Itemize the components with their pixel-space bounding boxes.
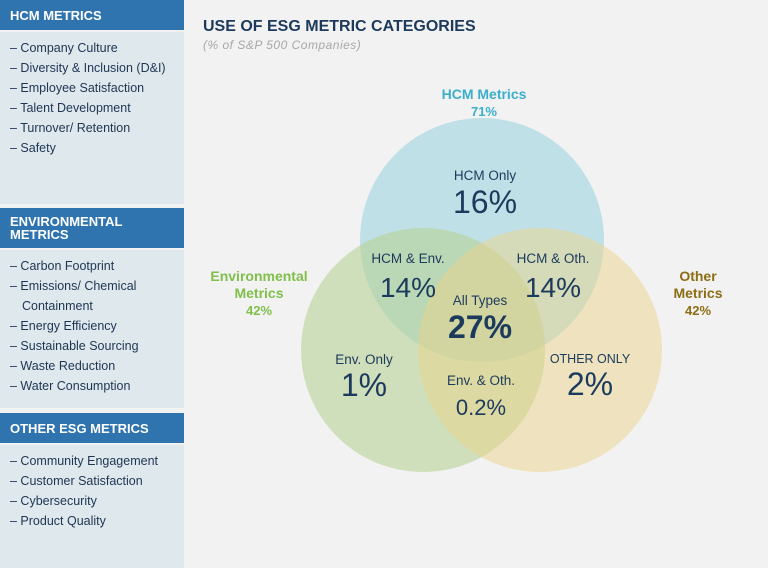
list-item: – Safety — [10, 141, 56, 155]
chart-subtitle: (% of S&P 500 Companies) — [203, 38, 362, 52]
list-item: – Waste Reduction — [10, 359, 116, 373]
region-env-other: Env. & Oth. 0.2% — [446, 373, 516, 420]
region-env-only: Env. Only 1% — [335, 352, 393, 403]
region-other-only: OTHER ONLY 2% — [549, 352, 631, 402]
section-header-environmental: ENVIRONMENTAL METRICS — [0, 208, 184, 248]
list-item: – Diversity & Inclusion (D&I) — [10, 61, 166, 75]
list-item: – Energy Efficiency — [10, 319, 117, 333]
venn-diagram — [301, 118, 662, 472]
section-list-environmental: – Carbon Footprint – Emissions/ Chemical… — [0, 250, 184, 408]
list-item: – Turnover/ Retention — [10, 121, 131, 135]
section-header-other: OTHER ESG METRICS — [0, 413, 184, 443]
section-header-hcm: HCM METRICS — [0, 0, 184, 30]
section-list-other: – Community Engagement – Customer Satisf… — [0, 445, 184, 568]
list-item: – Customer Satisfaction — [10, 474, 143, 488]
other-circle — [418, 228, 662, 472]
region-all-types: All Types 27% — [447, 293, 513, 345]
sidebar: HCM METRICS – Company Culture – Diversit… — [0, 0, 184, 568]
region-hcm-only: HCM Only 16% — [452, 168, 518, 220]
region-hcm-other: HCM & Oth. 14% — [516, 251, 590, 303]
list-item: – Emissions/ Chemical Containment — [10, 279, 137, 313]
set-label-other: Other Metrics 42% — [673, 268, 723, 318]
set-label-environmental: Environmental Metrics 42% — [210, 268, 308, 318]
region-hcm-env: HCM & Env. 14% — [371, 251, 445, 303]
list-item: – Community Engagement — [10, 454, 158, 468]
chart-title: USE OF ESG METRIC CATEGORIES — [203, 18, 476, 35]
set-label-hcm: HCM Metrics 71% — [441, 86, 527, 119]
list-item: – Carbon Footprint — [10, 259, 115, 273]
list-item: – Cybersecurity — [10, 494, 97, 508]
section-list-hcm: – Company Culture – Diversity & Inclusio… — [0, 32, 184, 204]
list-item: – Company Culture — [10, 41, 118, 55]
list-item: – Water Consumption — [10, 379, 131, 393]
list-item: – Sustainable Sourcing — [10, 339, 139, 353]
list-item: – Employee Satisfaction — [10, 81, 145, 95]
list-item: – Talent Development — [10, 101, 131, 115]
list-item: – Product Quality — [10, 514, 106, 528]
